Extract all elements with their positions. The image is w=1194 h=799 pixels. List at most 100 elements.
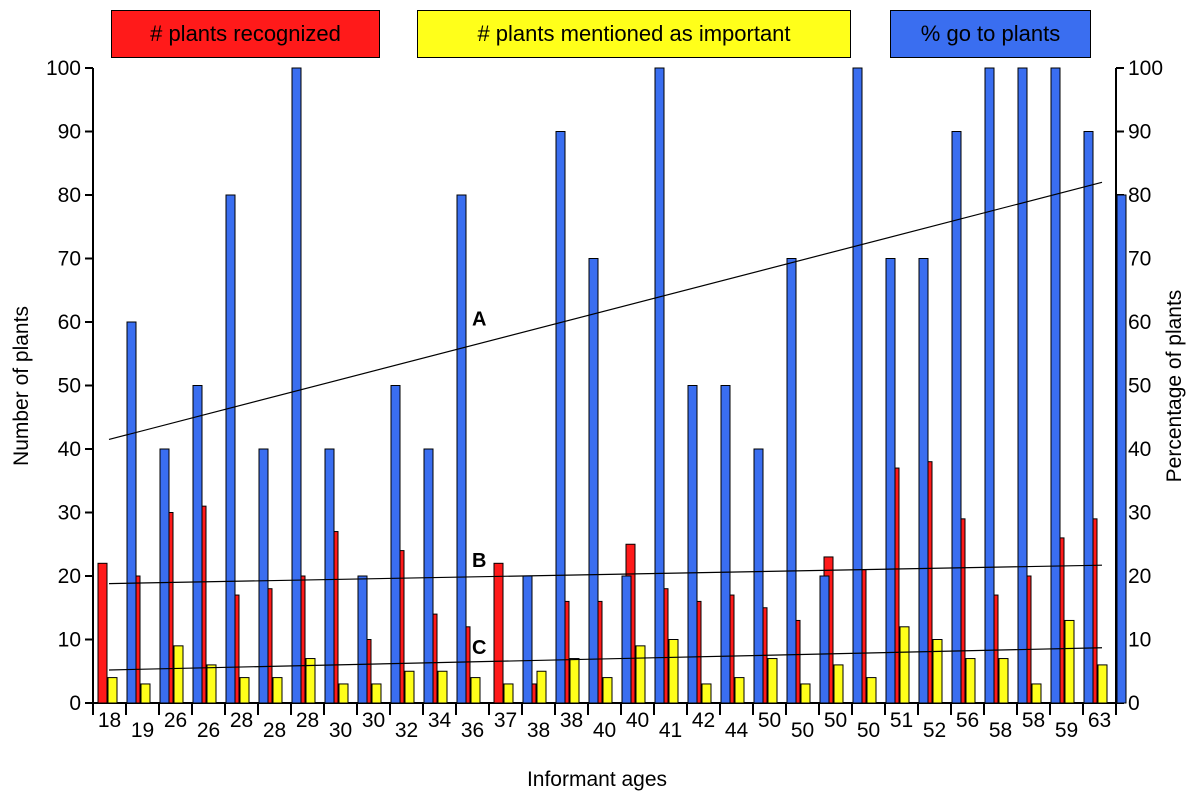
- x-tick-label: 50: [758, 709, 781, 732]
- bar-important: [602, 677, 613, 704]
- bar-important: [569, 658, 580, 704]
- bar-important: [305, 658, 316, 704]
- bar-go-to-plants: [225, 194, 236, 704]
- bar-go-to-plants: [522, 575, 533, 704]
- bar-go-to-plants: [819, 575, 830, 704]
- bar-important: [503, 683, 514, 704]
- bar-go-to-plants: [885, 258, 896, 704]
- bar-important: [1097, 664, 1108, 704]
- y-tick-label-left: 20: [58, 565, 81, 588]
- bar-important: [1064, 619, 1075, 704]
- legend-plants-recognized: # plants recognized: [111, 10, 380, 58]
- bar-go-to-plants: [1050, 67, 1061, 704]
- bar-go-to-plants: [753, 448, 764, 704]
- y-tick-label-left: 70: [58, 248, 81, 271]
- y-tick-label-left: 0: [69, 692, 81, 715]
- x-tick-label: 28: [296, 709, 319, 732]
- bar-important: [140, 683, 151, 704]
- bar-go-to-plants: [423, 448, 434, 704]
- bar-important: [107, 677, 118, 704]
- y-axis-left-title: Number of plants: [10, 306, 33, 466]
- y-tick-label-left: 50: [58, 375, 81, 398]
- x-tick-label: 28: [263, 719, 286, 742]
- y-tick-label-right: 100: [1128, 57, 1163, 80]
- bar-go-to-plants: [357, 575, 368, 704]
- bar-important: [239, 677, 250, 704]
- bar-go-to-plants: [1083, 131, 1094, 704]
- bar-go-to-plants: [1116, 194, 1127, 704]
- y-tick-label-left: 40: [58, 438, 81, 461]
- x-tick-label: 50: [857, 719, 880, 742]
- x-tick-label: 59: [1055, 719, 1078, 742]
- y-tick-label-right: 40: [1128, 438, 1151, 461]
- legend-go-to-plants: % go to plants: [890, 10, 1091, 58]
- bar-go-to-plants: [918, 258, 929, 704]
- bar-go-to-plants: [951, 131, 962, 704]
- x-tick-label: 26: [164, 709, 187, 732]
- bar-recognized: [97, 562, 108, 704]
- x-tick-label: 50: [791, 719, 814, 742]
- x-tick-label: 36: [461, 719, 484, 742]
- bar-go-to-plants: [192, 385, 203, 704]
- bar-go-to-plants: [720, 385, 731, 704]
- y-tick-label-left: 90: [58, 121, 81, 144]
- legend-plants-important: # plants mentioned as important: [417, 10, 851, 58]
- trendline-label-c: C: [472, 637, 486, 659]
- bar-go-to-plants: [159, 448, 170, 704]
- bar-important: [371, 683, 382, 704]
- y-tick-label-left: 10: [58, 629, 81, 652]
- legend-plants-recognized-label: # plants recognized: [150, 21, 341, 46]
- trendline-c: [108, 647, 1103, 671]
- x-tick-label: 44: [725, 719, 749, 742]
- x-tick-label: 40: [593, 719, 616, 742]
- bar-go-to-plants: [654, 67, 665, 704]
- bar-important: [668, 639, 679, 704]
- bar-important: [437, 670, 448, 704]
- bar-go-to-plants: [786, 258, 797, 704]
- y-tick-label-right: 50: [1128, 375, 1151, 398]
- bar-go-to-plants: [324, 448, 335, 704]
- bar-important: [206, 664, 217, 704]
- bar-go-to-plants: [621, 575, 632, 704]
- bar-important: [965, 658, 976, 704]
- x-tick-label: 51: [890, 709, 913, 732]
- x-tick-label: 37: [494, 709, 517, 732]
- x-tick-label: 52: [923, 719, 946, 742]
- bar-go-to-plants: [456, 194, 467, 704]
- bar-important: [800, 683, 811, 704]
- x-tick-label: 56: [956, 709, 979, 732]
- bar-important: [767, 658, 778, 704]
- legend-go-to-plants-label: % go to plants: [920, 21, 1061, 46]
- bar-important: [932, 639, 943, 704]
- y-tick-label-right: 90: [1128, 121, 1151, 144]
- bar-recognized: [493, 562, 504, 704]
- trendline-label-a: A: [472, 308, 486, 330]
- x-tick-label: 18: [98, 709, 121, 732]
- x-tick-label: 40: [626, 709, 649, 732]
- legend-plants-important-label: # plants mentioned as important: [477, 21, 791, 46]
- bar-go-to-plants: [984, 67, 995, 704]
- bar-important: [866, 677, 877, 704]
- bar-go-to-plants: [852, 67, 863, 704]
- x-tick-label: 28: [230, 709, 253, 732]
- bar-go-to-plants: [390, 385, 401, 704]
- x-axis-title: Informant ages: [526, 768, 668, 791]
- trendline-a: [108, 181, 1103, 441]
- bar-important: [998, 658, 1009, 704]
- y-tick-label-right: 30: [1128, 502, 1151, 525]
- x-tick-label: 38: [527, 719, 550, 742]
- bar-go-to-plants: [1017, 67, 1028, 704]
- bar-go-to-plants: [687, 385, 698, 704]
- y-tick-label-right: 80: [1128, 184, 1151, 207]
- x-tick-label: 63: [1088, 709, 1111, 732]
- bar-important: [734, 677, 745, 704]
- x-tick-label: 19: [131, 719, 154, 742]
- bar-important: [404, 670, 415, 704]
- trendline-b: [108, 564, 1103, 585]
- y-tick-label-right: 0: [1128, 692, 1140, 715]
- bar-important: [701, 683, 712, 704]
- x-tick-label: 58: [989, 719, 1012, 742]
- y-tick-label-right: 70: [1128, 248, 1151, 271]
- bar-important: [272, 677, 283, 704]
- bar-important: [536, 670, 547, 704]
